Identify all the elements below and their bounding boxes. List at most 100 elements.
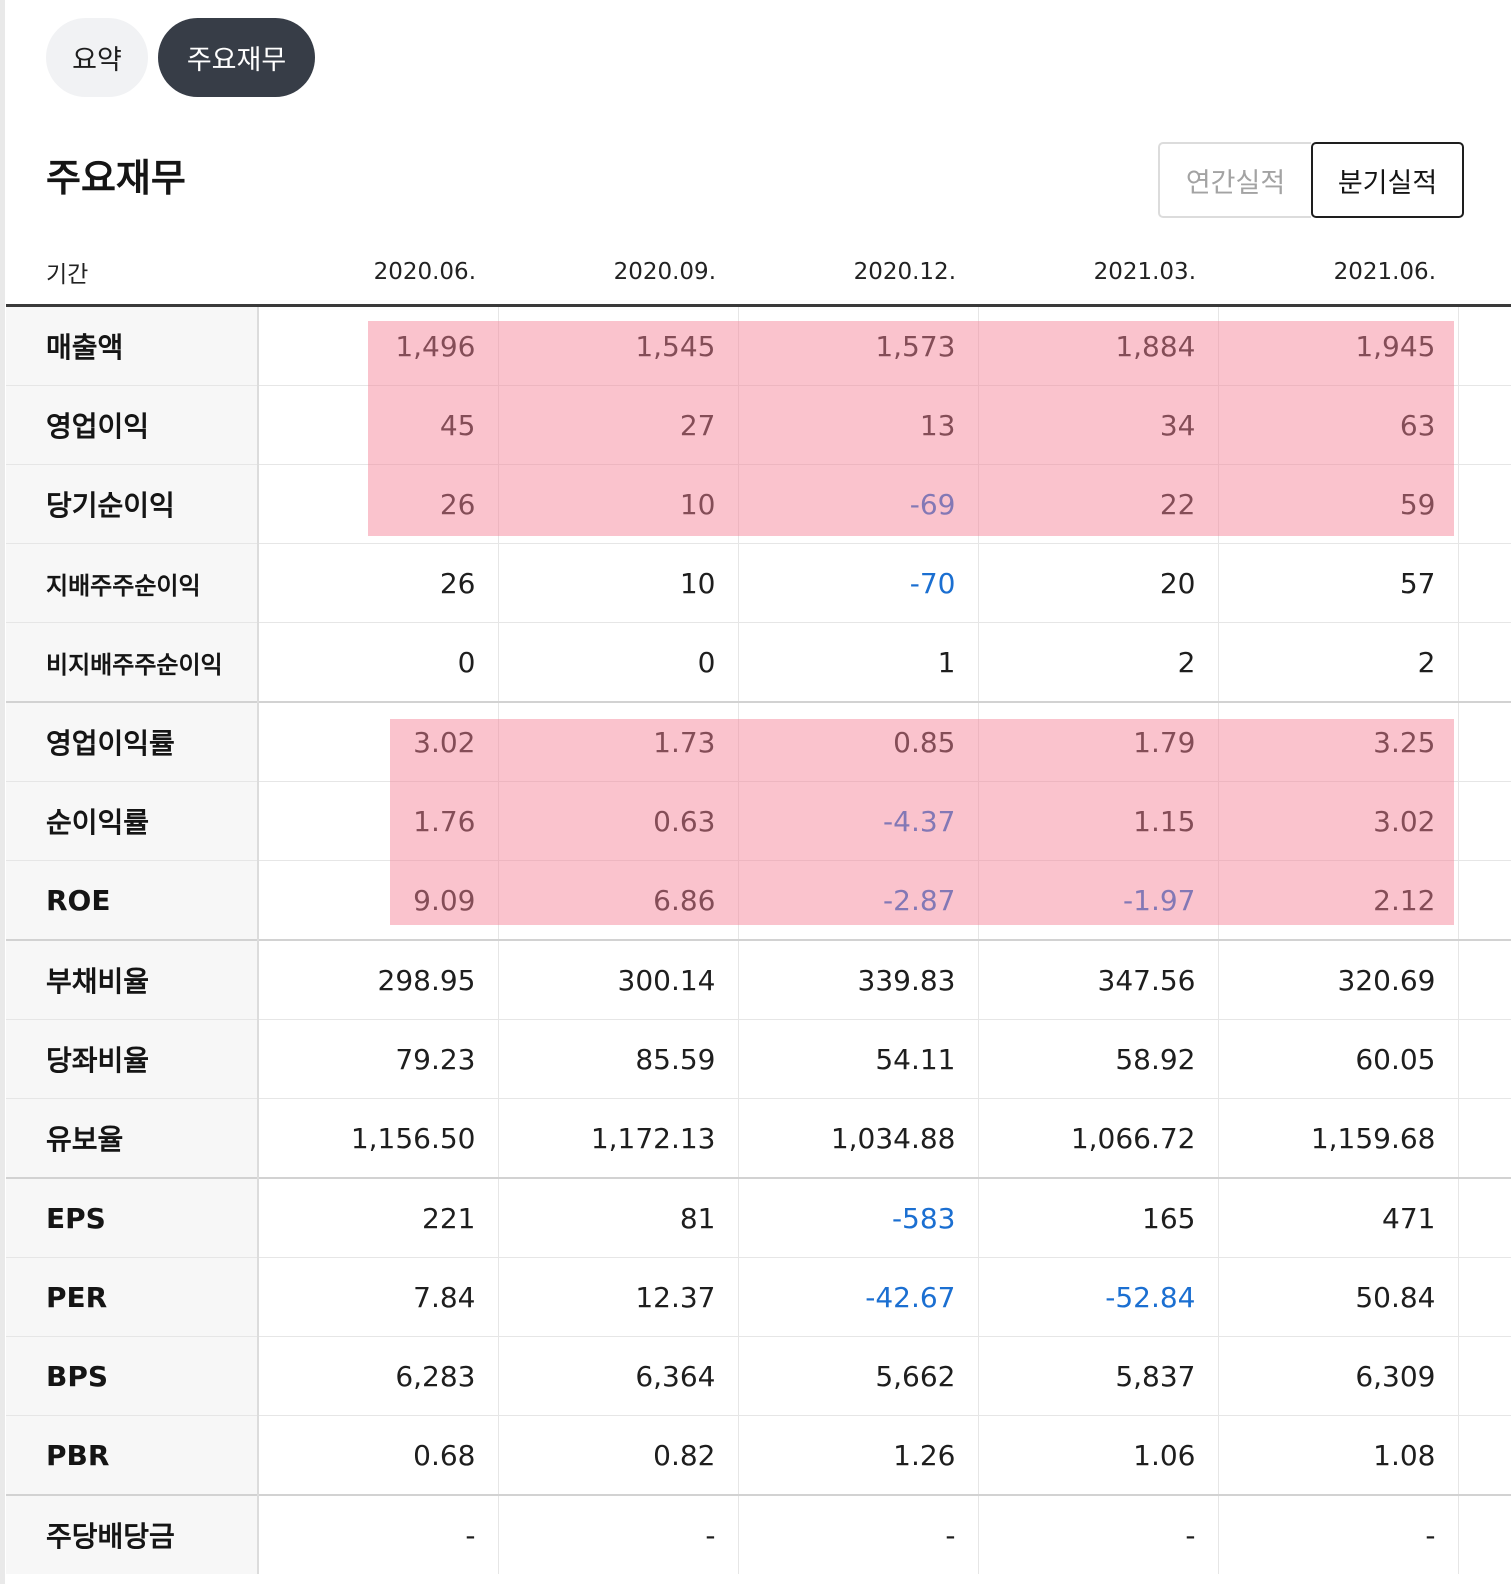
row-label: 비지배주주순이익 [6, 622, 259, 703]
row-label: 영업이익률 [6, 701, 259, 782]
table-row: 유보율 1,156.50 1,172.13 1,034.88 1,066.72 1,159… [6, 1098, 1511, 1179]
table-cell: 57 [1218, 543, 1459, 623]
row-label: 순이익률 [6, 781, 259, 861]
table-cell: 1.26 [738, 1415, 979, 1496]
table-row: 지배주주순이익 26 10 -70 20 57 [6, 543, 1511, 623]
table-row: 당기순이익 26 10 -69 22 59 [6, 464, 1511, 544]
table-row: 당좌비율 79.23 85.59 54.11 58.92 60.05 [6, 1019, 1511, 1099]
table-cell: 5,837 [978, 1336, 1219, 1416]
row-label: BPS [6, 1336, 259, 1416]
table-cell: 0.85 [738, 701, 979, 782]
table-cell: 1,066.72 [978, 1098, 1219, 1179]
table-cell: 50.84 [1218, 1257, 1459, 1337]
row-label: PBR [6, 1415, 259, 1496]
table-cell: 2.12 [1218, 860, 1459, 941]
table-row: PBR 0.68 0.82 1.26 1.06 1.08 [6, 1415, 1511, 1496]
table-cell: -70 [738, 543, 979, 623]
table-cell: 300.14 [498, 939, 739, 1020]
table-cell: 54.11 [738, 1019, 979, 1099]
row-spacer [1458, 385, 1511, 465]
table-row: 비지배주주순이익 0 0 1 2 2 [6, 622, 1511, 703]
row-spacer [1458, 305, 1511, 386]
row-spacer [1458, 1257, 1511, 1337]
row-label: 지배주주순이익 [6, 543, 259, 623]
table-cell: 471 [1218, 1177, 1459, 1258]
period-toggle: 연간실적 분기실적 [1158, 142, 1464, 218]
table-cell: 79.23 [258, 1019, 499, 1099]
row-label: 부채비율 [6, 939, 259, 1020]
tab-summary[interactable]: 요약 [46, 18, 148, 97]
table-cell: 22 [978, 464, 1219, 544]
table-cell: 1,156.50 [258, 1098, 499, 1179]
table-cell: 1.73 [498, 701, 739, 782]
row-spacer [1458, 622, 1511, 703]
table-cell: 10 [498, 464, 739, 544]
table-cell: 1,159.68 [1218, 1098, 1459, 1179]
financials-table: 기간 2020.06. 2020.09. 2020.12. 2021.03. 2… [6, 240, 1511, 1574]
table-row: BPS 6,283 6,364 5,662 5,837 6,309 [6, 1336, 1511, 1416]
table-cell: - [1218, 1494, 1459, 1574]
table-row: 영업이익률 3.02 1.73 0.85 1.79 3.25 [6, 701, 1511, 782]
table-cell: 1,172.13 [498, 1098, 739, 1179]
table-cell: 45 [258, 385, 499, 465]
row-spacer [1458, 1019, 1511, 1099]
row-label: 유보율 [6, 1098, 259, 1179]
table-row: PER 7.84 12.37 -42.67 -52.84 50.84 [6, 1257, 1511, 1337]
table-cell: 1,945 [1218, 305, 1459, 386]
row-spacer [1458, 1336, 1511, 1416]
row-spacer [1458, 1494, 1511, 1574]
table-cell: 13 [738, 385, 979, 465]
row-spacer [1458, 543, 1511, 623]
table-cell: 3.25 [1218, 701, 1459, 782]
row-spacer [1458, 701, 1511, 782]
tab-key-financials[interactable]: 주요재무 [158, 18, 315, 97]
table-cell: 0 [498, 622, 739, 703]
table-cell: 81 [498, 1177, 739, 1258]
table-cell: 2 [1218, 622, 1459, 703]
table-cell: 221 [258, 1177, 499, 1258]
table-cell: 6,309 [1218, 1336, 1459, 1416]
row-label: 영업이익 [6, 385, 259, 465]
quarterly-results-button[interactable]: 분기실적 [1311, 142, 1464, 218]
table-cell: 26 [258, 464, 499, 544]
table-row: EPS 221 81 -583 165 471 [6, 1177, 1511, 1258]
table-cell: 59 [1218, 464, 1459, 544]
table-cell: -583 [738, 1177, 979, 1258]
row-spacer [1458, 939, 1511, 1020]
table-cell: 1,496 [258, 305, 499, 386]
period-column-header: 2020.06. [258, 240, 498, 307]
period-column-header: 2021.03. [978, 240, 1218, 307]
table-cell: 0.63 [498, 781, 739, 861]
table-row: 부채비율 298.95 300.14 339.83 347.56 320.69 [6, 939, 1511, 1020]
row-label: 당기순이익 [6, 464, 259, 544]
table-cell: 0 [258, 622, 499, 703]
period-column-header: 2020.09. [498, 240, 738, 307]
table-cell: 27 [498, 385, 739, 465]
table-row: 매출액 1,496 1,545 1,573 1,884 1,945 [6, 305, 1511, 386]
table-cell: 165 [978, 1177, 1219, 1258]
table-cell: 1,573 [738, 305, 979, 386]
period-column-header: 2021.06. [1218, 240, 1458, 307]
row-spacer [1458, 781, 1511, 861]
table-cell: 1.06 [978, 1415, 1219, 1496]
table-cell: 6,283 [258, 1336, 499, 1416]
section-title: 주요재무 [46, 156, 186, 200]
table-cell: - [738, 1494, 979, 1574]
table-cell: 7.84 [258, 1257, 499, 1337]
table-cell: - [498, 1494, 739, 1574]
table-cell: 347.56 [978, 939, 1219, 1020]
row-spacer [1458, 1415, 1511, 1496]
row-label: ROE [6, 860, 259, 941]
table-cell: 5,662 [738, 1336, 979, 1416]
left-edge-strip [0, 0, 5, 1584]
table-row: 주당배당금 - - - - - [6, 1494, 1511, 1574]
table-cell: 339.83 [738, 939, 979, 1020]
table-cell: 1.15 [978, 781, 1219, 861]
table-cell: 3.02 [1218, 781, 1459, 861]
table-header-row: 기간 2020.06. 2020.09. 2020.12. 2021.03. 2… [6, 240, 1511, 307]
row-label: 매출액 [6, 305, 259, 386]
annual-results-button[interactable]: 연간실적 [1158, 142, 1311, 218]
table-cell: 1,884 [978, 305, 1219, 386]
table-cell: 320.69 [1218, 939, 1459, 1020]
table-cell: 34 [978, 385, 1219, 465]
